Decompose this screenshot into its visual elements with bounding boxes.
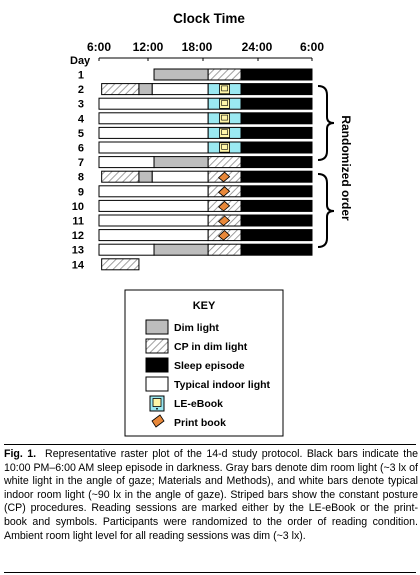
day-number-label: 4	[78, 113, 85, 125]
dim-light-bar	[153, 68, 209, 81]
randomized-brace-ebook	[317, 85, 335, 161]
typical-light-bar	[98, 229, 209, 242]
sleep-episode-bar	[240, 185, 313, 198]
constant-posture-bar	[207, 68, 242, 81]
key-label: LE-eBook	[174, 398, 223, 410]
typical-light-bar	[98, 126, 209, 139]
day-number-label: 8	[78, 172, 84, 184]
day-number-label: 7	[78, 157, 84, 169]
day-number-label: 6	[78, 143, 84, 155]
day-axis-label: Day	[70, 55, 91, 67]
randomized-brace-print	[317, 173, 335, 248]
ebook-icon	[219, 98, 230, 109]
key-print-book-icon	[151, 414, 165, 428]
sleep-episode-bar	[240, 229, 313, 242]
caption-text: Representative raster plot of the 14-d s…	[4, 448, 418, 542]
typical-light-bar	[98, 199, 209, 212]
dim-light-bar	[153, 243, 209, 256]
key-label: CP in dim light	[174, 341, 248, 353]
day-number-label: 13	[72, 245, 84, 257]
constant-posture-bar	[207, 156, 242, 169]
sleep-episode-bar	[240, 68, 313, 81]
print-book-icon	[217, 171, 231, 183]
caption-bottom-rule	[4, 572, 416, 573]
caption-top-rule	[4, 444, 416, 445]
typical-light-bar	[151, 170, 209, 183]
key-swatch-sleep	[145, 357, 169, 373]
randomized-order-label: Randomized order	[339, 115, 353, 221]
day-number-label: 14	[72, 259, 85, 271]
dim-light-bar	[153, 156, 209, 169]
sleep-episode-bar	[240, 243, 313, 256]
sleep-episode-bar	[240, 112, 313, 125]
typical-light-bar	[98, 112, 209, 125]
day-number-label: 5	[78, 128, 84, 140]
key-swatch-cp	[145, 338, 169, 354]
key-label: Typical indoor light	[174, 379, 271, 391]
ebook-icon	[219, 127, 230, 138]
print-book-icon	[217, 186, 231, 197]
sleep-episode-bar	[240, 141, 313, 154]
typical-light-bar	[98, 185, 209, 198]
clock-tick-label: 24:00	[242, 40, 273, 54]
key-label: Print book	[174, 417, 226, 429]
day-number-label: 3	[78, 99, 84, 111]
sleep-episode-bar	[240, 97, 313, 110]
key-swatch-dim	[145, 319, 169, 335]
key-label: Dim light	[174, 322, 219, 334]
ebook-icon	[219, 142, 230, 153]
print-book-icon	[217, 230, 231, 241]
day-number-label: 10	[72, 201, 84, 213]
protocol-raster-plot: Clock Time 6:00 12:00 18:00 24:00 6:00 D…	[70, 11, 353, 437]
ebook-icon	[219, 84, 230, 95]
constant-posture-bar	[101, 258, 140, 271]
sleep-episode-bar	[240, 214, 313, 227]
clock-tick-label: 6:00	[300, 40, 324, 54]
constant-posture-bar	[101, 170, 140, 183]
typical-light-bar	[98, 243, 155, 256]
clock-tick-label: 18:00	[182, 40, 213, 54]
sleep-episode-bar	[240, 199, 313, 212]
dim-light-bar	[138, 83, 153, 96]
day-number-label: 1	[78, 70, 84, 82]
sleep-episode-bar	[240, 126, 313, 139]
sleep-episode-bar	[240, 170, 313, 183]
day-number-label: 12	[72, 230, 84, 242]
clock-tick-label: 6:00	[87, 40, 111, 54]
clock-tick-label: 12:00	[133, 40, 164, 54]
print-book-icon	[217, 200, 231, 212]
typical-light-bar	[98, 214, 209, 227]
typical-light-bar	[98, 97, 209, 110]
key-title: KEY	[193, 300, 216, 312]
sleep-episode-bar	[240, 83, 313, 96]
key-label: Sleep episode	[174, 360, 245, 372]
day-number-label: 2	[78, 84, 84, 96]
dim-light-bar	[138, 170, 153, 183]
day-number-label: 9	[78, 186, 84, 198]
ebook-icon	[219, 113, 230, 124]
day-number-label: 11	[72, 216, 84, 228]
typical-light-bar	[151, 83, 209, 96]
key-swatch-typical	[145, 376, 169, 392]
sleep-episode-bar	[240, 156, 313, 169]
plot-title: Clock Time	[173, 11, 245, 26]
constant-posture-bar	[101, 83, 140, 96]
figure-caption: Fig. 1. Representative raster plot of th…	[4, 448, 418, 543]
typical-light-bar	[98, 141, 209, 154]
figure-label: Fig. 1.	[4, 448, 37, 460]
typical-light-bar	[98, 156, 155, 169]
print-book-icon	[217, 215, 231, 227]
constant-posture-bar	[207, 243, 242, 256]
key-ebook-icon	[149, 395, 165, 412]
